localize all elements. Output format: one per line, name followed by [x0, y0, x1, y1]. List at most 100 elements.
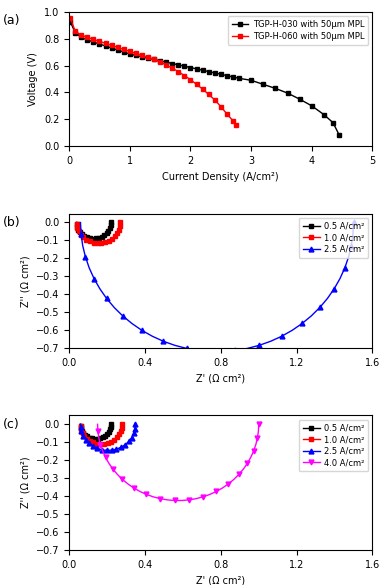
- 2.5 A/cm²: [80, 430, 84, 437]
- 1.0 A/cm²: [102, 441, 106, 448]
- 2.5 A/cm²: [172, 342, 177, 349]
- 2.5 A/cm²: [99, 446, 104, 453]
- 2.5 A/cm²: [104, 447, 109, 454]
- TGP-H-030 with 50μm MPL: [176, 61, 180, 68]
- TGP-H-030 with 50μm MPL: [97, 40, 102, 47]
- 2.5 A/cm²: [132, 428, 137, 435]
- 0.5 A/cm²: [95, 235, 100, 242]
- TGP-H-030 with 50μm MPL: [249, 77, 253, 84]
- 1.0 A/cm²: [105, 238, 109, 245]
- 0.5 A/cm²: [98, 435, 103, 442]
- 4.0 A/cm²: [253, 441, 258, 448]
- TGP-H-030 with 50μm MPL: [158, 57, 162, 64]
- 1.0 A/cm²: [117, 431, 122, 438]
- 4.0 A/cm²: [257, 421, 261, 428]
- 1.0 A/cm²: [86, 237, 91, 244]
- 1.0 A/cm²: [88, 238, 92, 245]
- 0.5 A/cm²: [77, 227, 81, 234]
- 0.5 A/cm²: [81, 429, 86, 436]
- 1.0 A/cm²: [119, 428, 123, 435]
- TGP-H-060 with 50μm MPL: [115, 44, 120, 51]
- Line: 4.0 A/cm²: 4.0 A/cm²: [95, 422, 261, 503]
- 1.0 A/cm²: [80, 233, 84, 240]
- TGP-H-060 with 50μm MPL: [233, 122, 238, 129]
- TGP-H-030 with 50μm MPL: [200, 67, 205, 74]
- 1.0 A/cm²: [117, 225, 122, 232]
- 1.0 A/cm²: [83, 235, 87, 242]
- 2.5 A/cm²: [209, 348, 213, 355]
- 1.0 A/cm²: [113, 435, 118, 442]
- 4.0 A/cm²: [151, 493, 156, 500]
- TGP-H-030 with 50μm MPL: [218, 71, 223, 78]
- 4.0 A/cm²: [115, 471, 120, 478]
- 4.0 A/cm²: [158, 495, 162, 502]
- 4.0 A/cm²: [100, 448, 105, 455]
- TGP-H-060 with 50μm MPL: [79, 32, 84, 39]
- 1.0 A/cm²: [99, 239, 104, 246]
- 0.5 A/cm²: [103, 230, 108, 238]
- Legend: 0.5 A/cm², 1.0 A/cm², 2.5 A/cm²: 0.5 A/cm², 1.0 A/cm², 2.5 A/cm²: [299, 218, 368, 258]
- Line: 1.0 A/cm²: 1.0 A/cm²: [78, 422, 125, 446]
- 2.5 A/cm²: [280, 333, 284, 340]
- 1.0 A/cm²: [118, 223, 122, 230]
- TGP-H-030 with 50μm MPL: [297, 96, 302, 103]
- 1.0 A/cm²: [76, 228, 81, 235]
- TGP-H-060 with 50μm MPL: [121, 46, 126, 53]
- TGP-H-060 with 50μm MPL: [127, 48, 132, 55]
- 2.5 A/cm²: [87, 264, 91, 271]
- 0.5 A/cm²: [97, 235, 101, 242]
- 0.5 A/cm²: [108, 223, 113, 230]
- 1.0 A/cm²: [111, 234, 116, 241]
- 1.0 A/cm²: [118, 221, 122, 228]
- 4.0 A/cm²: [179, 497, 184, 504]
- 0.5 A/cm²: [78, 422, 83, 429]
- TGP-H-030 with 50μm MPL: [103, 43, 108, 50]
- 2.5 A/cm²: [300, 320, 305, 327]
- 1.0 A/cm²: [106, 439, 110, 446]
- 4.0 A/cm²: [241, 466, 246, 473]
- 0.5 A/cm²: [80, 427, 84, 434]
- 2.5 A/cm²: [332, 285, 336, 292]
- TGP-H-060 with 50μm MPL: [97, 38, 102, 45]
- TGP-H-060 with 50μm MPL: [170, 65, 175, 72]
- TGP-H-030 with 50μm MPL: [79, 34, 84, 41]
- 1.0 A/cm²: [117, 226, 121, 233]
- 2.5 A/cm²: [97, 446, 102, 453]
- 0.5 A/cm²: [78, 229, 82, 236]
- 2.5 A/cm²: [126, 438, 131, 445]
- TGP-H-060 with 50μm MPL: [146, 54, 150, 61]
- 0.5 A/cm²: [105, 430, 109, 437]
- 1.0 A/cm²: [116, 228, 121, 235]
- 4.0 A/cm²: [237, 471, 241, 478]
- 2.5 A/cm²: [196, 347, 201, 354]
- TGP-H-030 with 50μm MPL: [322, 111, 326, 118]
- TGP-H-030 with 50μm MPL: [182, 63, 187, 70]
- 1.0 A/cm²: [84, 435, 89, 442]
- 1.0 A/cm²: [115, 229, 119, 236]
- 2.5 A/cm²: [104, 295, 109, 302]
- 0.5 A/cm²: [93, 435, 97, 442]
- 0.5 A/cm²: [79, 230, 84, 238]
- 0.5 A/cm²: [108, 424, 113, 431]
- 2.5 A/cm²: [184, 345, 189, 352]
- 2.5 A/cm²: [131, 432, 135, 439]
- 1.0 A/cm²: [118, 219, 122, 226]
- TGP-H-030 with 50μm MPL: [152, 56, 156, 63]
- 4.0 A/cm²: [111, 466, 115, 473]
- 2.5 A/cm²: [79, 428, 84, 435]
- 2.5 A/cm²: [119, 443, 123, 450]
- 4.0 A/cm²: [207, 491, 212, 498]
- 2.5 A/cm²: [351, 219, 356, 226]
- 4.0 A/cm²: [220, 484, 225, 491]
- 0.5 A/cm²: [104, 431, 108, 438]
- 0.5 A/cm²: [75, 223, 79, 230]
- 4.0 A/cm²: [95, 421, 100, 428]
- X-axis label: Z' (Ω cm²): Z' (Ω cm²): [196, 575, 245, 585]
- 4.0 A/cm²: [226, 480, 231, 487]
- 0.5 A/cm²: [94, 235, 98, 242]
- 0.5 A/cm²: [86, 433, 91, 441]
- 2.5 A/cm²: [78, 219, 83, 226]
- Legend: 0.5 A/cm², 1.0 A/cm², 2.5 A/cm², 4.0 A/cm²: 0.5 A/cm², 1.0 A/cm², 2.5 A/cm², 4.0 A/c…: [299, 419, 368, 472]
- 0.5 A/cm²: [104, 229, 109, 236]
- TGP-H-030 with 50μm MPL: [134, 52, 138, 59]
